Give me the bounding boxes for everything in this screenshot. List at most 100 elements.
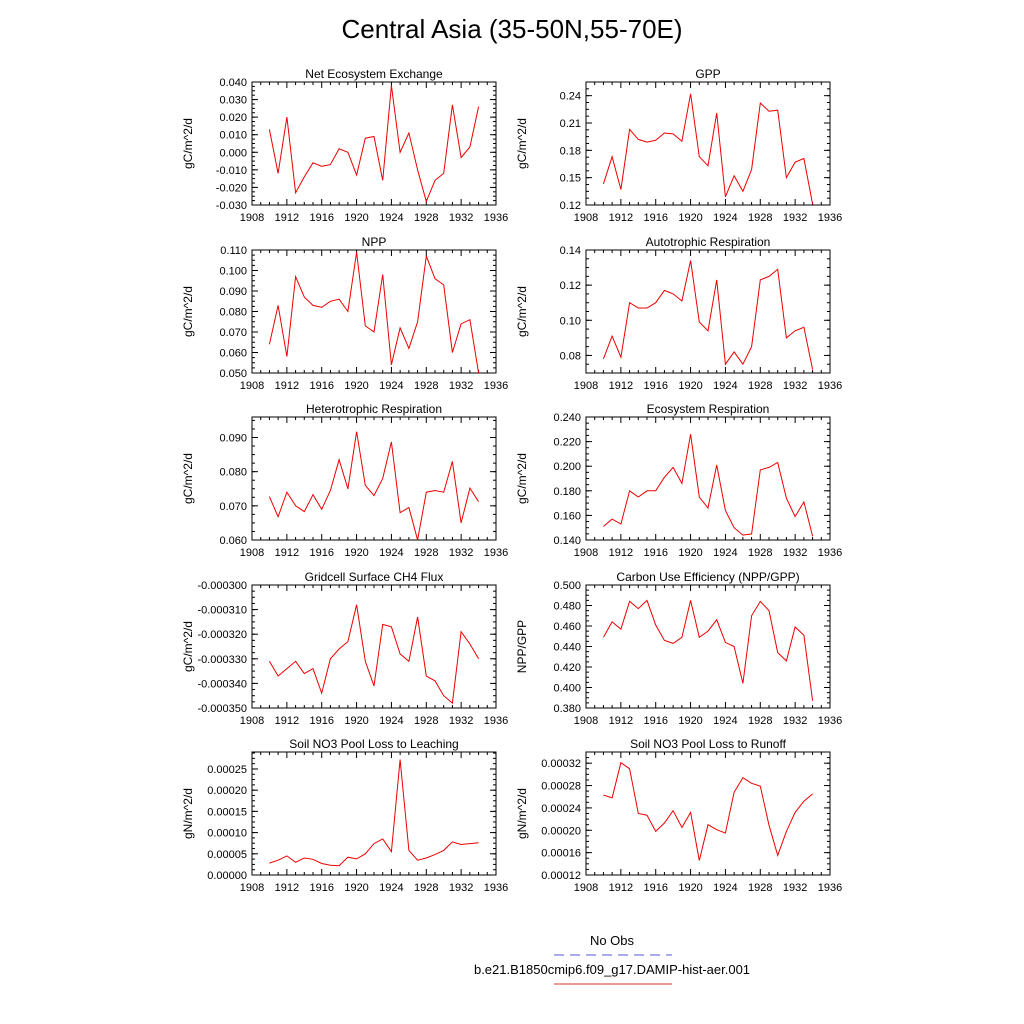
x-tick-label: 1908 bbox=[240, 547, 264, 559]
panel-title: GPP bbox=[695, 67, 720, 81]
x-tick-label: 1932 bbox=[783, 882, 807, 894]
y-tick-label: 0.140 bbox=[553, 535, 581, 547]
y-axis-label: gC/m^2/d bbox=[181, 286, 195, 337]
x-tick-label: 1932 bbox=[783, 547, 807, 559]
series-line bbox=[602, 599, 814, 701]
y-tick-label: 0.160 bbox=[553, 510, 581, 522]
y-tick-label: 0.040 bbox=[219, 77, 247, 89]
y-tick-label: 0.18 bbox=[560, 145, 581, 157]
x-tick-label: 1920 bbox=[344, 380, 368, 392]
y-tick-label: 0.00000 bbox=[207, 870, 247, 882]
plot-frame bbox=[251, 81, 497, 206]
x-tick-label: 1924 bbox=[713, 212, 737, 224]
x-tick-label: 1936 bbox=[818, 380, 842, 392]
panel-grid: Net Ecosystem Exchange gC/m^2/d 1908 1912 19… bbox=[181, 67, 842, 894]
x-tick-label: 1928 bbox=[748, 212, 772, 224]
legend-case-label: b.e21.B1850cmip6.f09_g17.DAMIP-hist-aer.… bbox=[474, 962, 750, 977]
series-line bbox=[268, 604, 480, 705]
series-line bbox=[602, 260, 814, 370]
x-tick-label: 1928 bbox=[748, 715, 772, 727]
y-tick-label: 0.00024 bbox=[541, 803, 581, 815]
panel-title: Autotrophic Respiration bbox=[646, 235, 771, 249]
y-tick-label: 0.12 bbox=[560, 200, 581, 212]
plot-frame bbox=[251, 416, 497, 541]
x-tick-label: 1920 bbox=[344, 212, 368, 224]
x-tick-label: 1928 bbox=[414, 715, 438, 727]
y-tick-label: 0.00012 bbox=[541, 870, 581, 882]
x-tick-label: 1932 bbox=[783, 212, 807, 224]
x-tick-label: 1936 bbox=[818, 212, 842, 224]
legend: No Obs b.e21.B1850cmip6.f09_g17.DAMIP-hi… bbox=[474, 933, 750, 985]
plot-frame bbox=[585, 249, 831, 374]
x-tick-label: 1908 bbox=[240, 715, 264, 727]
panel-title: Soil NO3 Pool Loss to Runoff bbox=[630, 737, 787, 751]
series-line bbox=[268, 252, 480, 374]
y-tick-label: 0.15 bbox=[560, 173, 581, 185]
plot-frame bbox=[585, 416, 831, 541]
y-tick-label: 0.200 bbox=[553, 461, 581, 473]
x-tick-label: 1912 bbox=[275, 547, 299, 559]
panel-ecosystem-respiration: Ecosystem Respiration gC/m^2/d 1908 1912 191… bbox=[515, 402, 842, 559]
x-tick-label: 1916 bbox=[643, 212, 667, 224]
x-tick-label: 1916 bbox=[643, 547, 667, 559]
x-tick-label: 1924 bbox=[379, 212, 403, 224]
x-tick-label: 1908 bbox=[574, 882, 598, 894]
panel-soil-no3-pool-loss-to-runoff: Soil NO3 Pool Loss to Runoff gN/m^2/d 1908… bbox=[515, 737, 842, 894]
y-tick-label: 0.070 bbox=[219, 327, 247, 339]
panel-title: Net Ecosystem Exchange bbox=[305, 67, 443, 81]
x-tick-label: 1908 bbox=[240, 882, 264, 894]
series-line bbox=[602, 93, 814, 205]
x-tick-label: 1908 bbox=[574, 380, 598, 392]
series-line bbox=[269, 759, 479, 867]
x-tick-label: 1916 bbox=[309, 882, 333, 894]
y-tick-label: 0.020 bbox=[219, 112, 247, 124]
y-tick-label: 0.460 bbox=[553, 621, 581, 633]
y-tick-label: 0.10 bbox=[560, 315, 581, 327]
x-tick-label: 1920 bbox=[344, 715, 368, 727]
y-tick-label: 0.00032 bbox=[541, 758, 581, 770]
y-axis-label: gC/m^2/d bbox=[181, 453, 195, 504]
x-tick-label: 1912 bbox=[609, 715, 633, 727]
x-tick-label: 1928 bbox=[748, 882, 772, 894]
x-tick-label: 1916 bbox=[309, 212, 333, 224]
x-tick-label: 1932 bbox=[449, 547, 473, 559]
x-tick-label: 1932 bbox=[449, 715, 473, 727]
y-tick-label: -0.000320 bbox=[197, 629, 247, 641]
x-tick-label: 1916 bbox=[309, 380, 333, 392]
y-tick-label: 0.180 bbox=[553, 486, 581, 498]
y-tick-label: 0.24 bbox=[560, 91, 581, 103]
x-tick-label: 1932 bbox=[783, 715, 807, 727]
x-tick-label: 1924 bbox=[379, 547, 403, 559]
y-tick-label: 0.060 bbox=[219, 348, 247, 360]
y-tick-label: 0.030 bbox=[219, 95, 247, 107]
y-tick-label: 0.060 bbox=[219, 535, 247, 547]
y-tick-label: 0.480 bbox=[553, 601, 581, 613]
x-tick-label: 1916 bbox=[643, 882, 667, 894]
x-tick-label: 1920 bbox=[678, 380, 702, 392]
y-tick-label: 0.00010 bbox=[207, 828, 247, 840]
y-axis-label: gC/m^2/d bbox=[515, 453, 529, 504]
y-tick-label: -0.030 bbox=[216, 200, 247, 212]
y-axis-label: gN/m^2/d bbox=[515, 788, 529, 839]
x-tick-label: 1920 bbox=[678, 715, 702, 727]
series-line bbox=[268, 431, 480, 541]
y-tick-label: 0.000 bbox=[219, 147, 247, 159]
y-tick-label: -0.000350 bbox=[197, 703, 247, 715]
plot-frame bbox=[251, 249, 497, 374]
x-tick-label: 1924 bbox=[713, 715, 737, 727]
y-tick-label: 0.240 bbox=[553, 412, 581, 424]
x-tick-label: 1912 bbox=[275, 212, 299, 224]
x-tick-label: 1936 bbox=[484, 380, 508, 392]
y-tick-label: 0.070 bbox=[219, 501, 247, 513]
x-tick-label: 1936 bbox=[818, 882, 842, 894]
x-tick-label: 1920 bbox=[678, 882, 702, 894]
x-tick-label: 1908 bbox=[574, 715, 598, 727]
series-line bbox=[268, 85, 480, 204]
x-tick-label: 1912 bbox=[275, 380, 299, 392]
y-tick-label: 0.08 bbox=[560, 350, 581, 362]
y-axis-label: NPP/GPP bbox=[515, 620, 529, 673]
y-tick-label: 0.00020 bbox=[207, 785, 247, 797]
y-tick-label: 0.00015 bbox=[207, 806, 247, 818]
x-tick-label: 1928 bbox=[748, 547, 772, 559]
y-tick-label: -0.010 bbox=[216, 165, 247, 177]
